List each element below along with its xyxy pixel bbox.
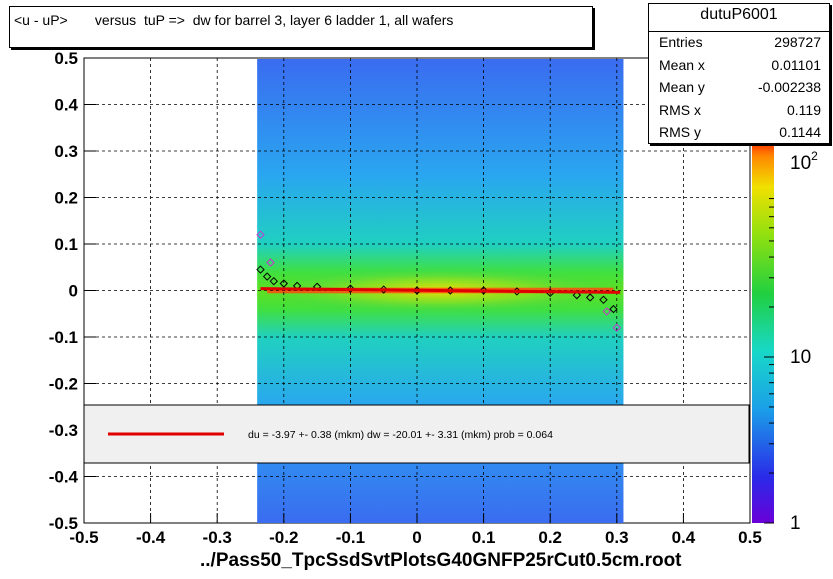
stats-label-entries: Entries [659,34,703,50]
y-tick-label: -0.2 [49,375,78,394]
y-tick-label: 0.5 [54,49,78,68]
y-tick-label: -0.4 [49,468,79,487]
profile-marker [279,279,289,288]
stats-value-rms-y: 0.1144 [779,124,821,140]
y-tick-label: -0.1 [49,328,78,347]
colorbar-tick-label: 1 [790,513,801,534]
x-tick-label: 0.5 [738,528,762,547]
y-tick-label: -0.3 [49,421,78,440]
colorbar-axis: 1 10 [764,198,811,534]
outlier-marker [256,230,265,239]
stats-value-rms-x: 0.119 [787,102,821,118]
y-axis: 0.5 0.4 0.3 0.2 0.1 0 -0.1 -0.2 -0.3 -0.4 -0.5 [49,49,96,533]
profile-marker [479,286,488,295]
x-tick-label: 0 [412,528,421,547]
stats-divider [649,31,829,32]
profile-marker [572,290,582,300]
stats-value-entries: 298727 [774,34,821,50]
profile-marker [346,284,355,293]
colorbar [752,141,774,523]
y-tick-label: 0.3 [54,142,78,161]
outlier-marker [612,323,622,332]
x-tick-label: 0.1 [472,528,496,547]
y-tick-label: 0.4 [54,96,78,115]
profile-marker [262,272,272,281]
x-tick-label: -0.3 [203,528,232,547]
colorbar-tick-label: 10 [790,347,811,368]
y-tick-label: 0 [69,282,78,301]
x-tick-label: 0.3 [605,528,629,547]
title-box [9,6,593,48]
outlier-marker [266,258,275,267]
stats-label-mean-x: Mean x [659,57,705,73]
profile-markers [256,230,622,332]
chart-title: <u - uP> versus tuP => dw for barrel 3, … [14,12,454,28]
y-tick-label: 0.2 [54,189,78,208]
colorbar-label-100: 102 [790,149,818,174]
stats-box: dutuP6001 Entries 298727 Mean x 0.01101 … [648,3,830,144]
fit-legend-text: du = -3.97 +- 0.38 (mkm) dw = -20.01 +- … [248,429,553,441]
x-tick-label: -0.4 [136,528,166,547]
profile-marker [585,293,595,302]
x-tick-label: -0.5 [69,528,98,547]
x-tick-label: 0.4 [672,528,696,547]
stats-value-mean-y: -0.002238 [757,79,821,95]
x-axis: -0.5 -0.4 -0.3 -0.2 -0.1 0 0.1 0.2 0.3 0.4 0.5 [69,513,762,547]
y-tick-label: 0.1 [54,235,78,254]
x-axis-title: ../Pass50_TpcSsdSvtPlotsG40GNFP25rCut0.5… [200,550,682,571]
x-tick-label: -0.2 [269,528,298,547]
profile-marker [256,265,265,274]
x-tick-label: -0.1 [336,528,365,547]
fit-line [260,287,621,294]
profile-marker [609,304,618,314]
stats-label-mean-y: Mean y [659,79,705,95]
profile-marker [599,295,608,305]
x-tick-label: 0.2 [538,528,562,547]
outlier-marker [602,307,612,316]
stats-label-rms-y: RMS y [659,124,701,140]
stats-label-rms-x: RMS x [659,102,701,118]
profile-marker [269,276,279,286]
y-tick-label: -0.5 [49,514,78,533]
stats-value-mean-x: 0.01101 [771,57,821,73]
stats-title: dutuP6001 [700,6,778,23]
